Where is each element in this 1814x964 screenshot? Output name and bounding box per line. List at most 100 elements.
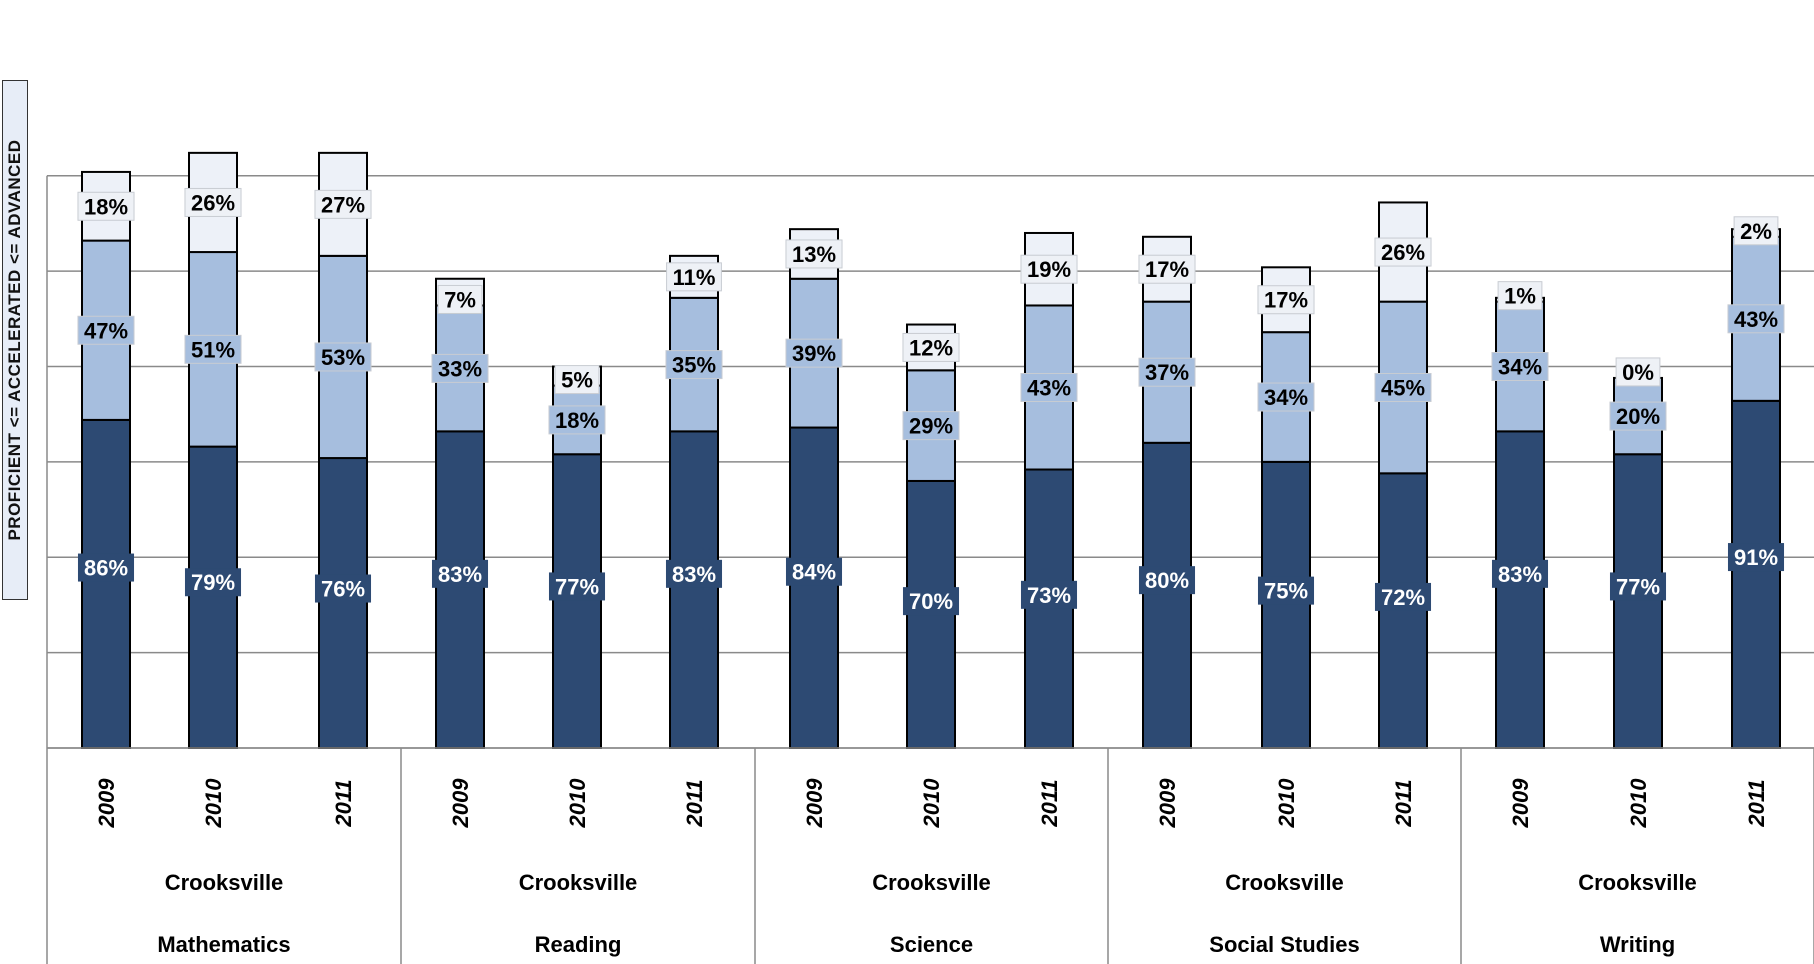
data-label: 70% xyxy=(909,589,953,614)
year-tick-label: 2009 xyxy=(1508,778,1533,829)
data-label: 2% xyxy=(1740,219,1772,244)
data-label-box xyxy=(184,334,242,364)
data-label: 75% xyxy=(1264,579,1308,604)
data-label-box xyxy=(665,559,723,588)
data-labels: 86% 47% 18% 79% 51% 26% 76% 53% 27% 83% 33% 7% 77% 18… xyxy=(77,187,1785,616)
data-label-box xyxy=(1138,254,1196,284)
y-axis-label-box xyxy=(2,80,28,600)
data-label-box xyxy=(1138,357,1196,387)
data-label: 7% xyxy=(444,287,476,312)
year-tick-label: 2009 xyxy=(94,778,119,829)
data-label-box xyxy=(184,568,242,597)
data-label-box xyxy=(548,405,606,435)
data-label: 37% xyxy=(1145,360,1189,385)
year-tick-label: 2010 xyxy=(201,778,226,829)
bar-segment xyxy=(669,430,719,749)
data-label-box xyxy=(1491,352,1549,381)
data-label: 27% xyxy=(321,192,365,217)
data-label-box xyxy=(77,191,135,221)
data-label: 73% xyxy=(1027,583,1071,608)
data-label: 11% xyxy=(673,265,716,290)
bar-segment xyxy=(552,453,602,749)
data-label: 83% xyxy=(672,562,716,587)
data-label: 79% xyxy=(191,570,235,595)
data-label: 12% xyxy=(909,335,953,360)
bar-segment xyxy=(318,457,368,749)
data-label-box xyxy=(785,239,843,269)
data-label: 18% xyxy=(555,408,599,433)
data-label-box xyxy=(785,338,843,368)
data-label-box xyxy=(548,572,606,601)
data-label-box xyxy=(902,587,960,616)
data-label-box xyxy=(1615,357,1661,387)
data-label: 43% xyxy=(1734,307,1778,332)
bar-segment xyxy=(188,445,238,749)
data-label: 20% xyxy=(1616,404,1660,429)
data-label-box xyxy=(1609,401,1667,431)
data-label: 19% xyxy=(1027,257,1071,282)
group-subject-label: Science xyxy=(890,932,973,957)
data-label-box xyxy=(1727,543,1785,572)
year-tick-label: 2011 xyxy=(1744,779,1769,827)
data-label-box xyxy=(785,557,843,586)
data-label: 53% xyxy=(321,345,365,370)
data-label-box xyxy=(1138,566,1196,595)
group-school-label: Crooksville xyxy=(165,870,284,895)
data-label-box xyxy=(902,332,960,362)
year-tick-label: 2011 xyxy=(1391,779,1416,827)
data-label: 77% xyxy=(555,574,599,599)
year-tick-label: 2009 xyxy=(802,778,827,829)
data-label-box xyxy=(1609,572,1667,601)
data-label: 34% xyxy=(1264,385,1308,410)
data-label: 84% xyxy=(792,560,836,585)
data-label: 26% xyxy=(191,190,235,215)
data-label: 18% xyxy=(84,194,128,219)
data-label: 83% xyxy=(438,562,482,587)
data-label: 13% xyxy=(792,242,836,267)
data-label: 77% xyxy=(1616,574,1660,599)
group-subject-label: Reading xyxy=(535,932,622,957)
data-label-box xyxy=(431,559,489,588)
data-label-box xyxy=(1733,216,1779,246)
data-label: 26% xyxy=(1381,240,1425,265)
year-tick-label: 2011 xyxy=(331,779,356,827)
data-label-box xyxy=(1257,576,1315,605)
group-subject-label: Writing xyxy=(1600,932,1675,957)
data-label: 91% xyxy=(1734,545,1778,570)
data-label-box xyxy=(1257,382,1315,412)
data-label: 43% xyxy=(1027,375,1071,400)
group-subject-label: Mathematics xyxy=(157,932,290,957)
data-label: 86% xyxy=(84,556,128,581)
data-label-box xyxy=(902,411,960,441)
data-label-box xyxy=(431,353,489,383)
data-label-box xyxy=(1491,559,1549,588)
year-tick-label: 2011 xyxy=(682,779,707,827)
data-label: 35% xyxy=(672,353,716,378)
year-tick-label: 2010 xyxy=(1626,778,1651,829)
data-label: 45% xyxy=(1381,375,1425,400)
bar-segment xyxy=(81,418,131,749)
data-label-box xyxy=(665,350,723,380)
year-tick-label: 2011 xyxy=(1037,779,1062,827)
year-tick-label: 2010 xyxy=(919,778,944,829)
data-label-box xyxy=(184,187,242,217)
year-tick-label: 2009 xyxy=(448,778,473,829)
data-label-box xyxy=(314,342,372,372)
data-label: 5% xyxy=(561,368,593,393)
data-label-box xyxy=(437,284,483,314)
bar-segment xyxy=(1495,430,1545,749)
data-label: 51% xyxy=(191,337,235,362)
data-label: 39% xyxy=(792,341,836,366)
data-label-box xyxy=(1497,281,1543,311)
data-label: 47% xyxy=(84,318,128,343)
data-label: 34% xyxy=(1498,355,1542,380)
data-label-box xyxy=(1374,372,1432,402)
data-label: 76% xyxy=(321,577,365,602)
year-tick-label: 2010 xyxy=(1274,778,1299,829)
data-label-box xyxy=(1020,580,1078,609)
data-label: 17% xyxy=(1145,257,1189,282)
data-label: 29% xyxy=(909,414,953,439)
bar-segment xyxy=(1261,460,1311,749)
data-label-box xyxy=(77,553,135,582)
data-label: 0% xyxy=(1622,360,1654,385)
